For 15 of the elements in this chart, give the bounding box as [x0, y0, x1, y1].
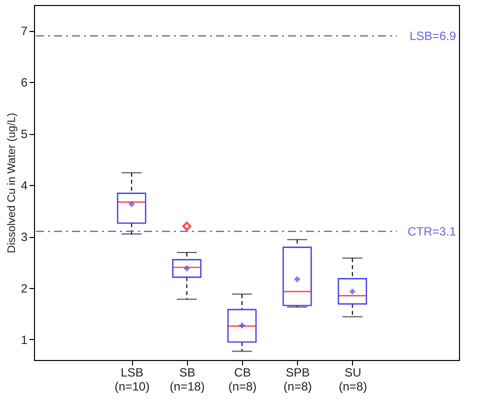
x-tick-label: SB (n=18) — [170, 366, 205, 394]
y-tick-label: 1 — [20, 332, 28, 347]
y-tick-label: 7 — [20, 24, 28, 38]
x-tick-label: SPB (n=8) — [284, 366, 312, 394]
ref-line-label: LSB=6.9 — [410, 28, 456, 43]
y-tick-label: 4 — [20, 178, 28, 193]
y-tick-label: 2 — [20, 281, 28, 296]
y-axis-title: Dissolved Cu in Water (ug/L) — [6, 112, 18, 254]
x-tick-label: SU (n=8) — [338, 366, 368, 394]
y-tick-label: 5 — [20, 127, 28, 142]
x-tick-label: LSB (n=10) — [114, 366, 150, 394]
y-tick-label: 3 — [20, 230, 28, 244]
y-tick-label: 6 — [20, 76, 28, 90]
ref-line-label: CTR=3.1 — [408, 224, 456, 238]
x-tick-label: CB (n=8) — [228, 366, 257, 394]
